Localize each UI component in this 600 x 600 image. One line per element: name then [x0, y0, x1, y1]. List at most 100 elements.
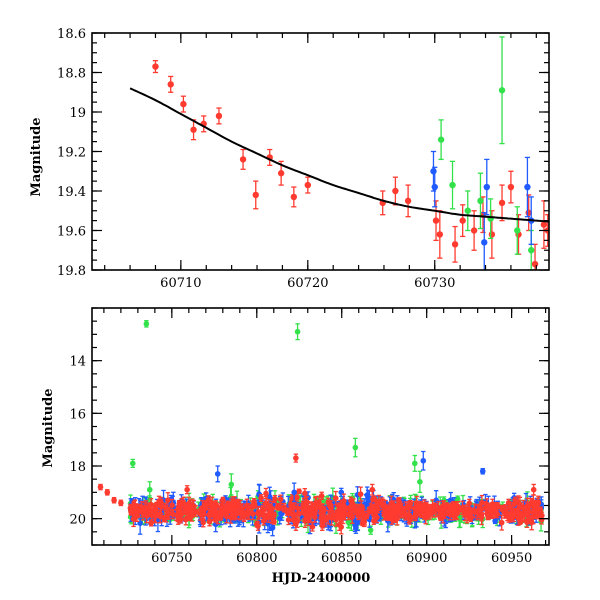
band-red-point	[258, 495, 264, 501]
bottom-data-group	[97, 319, 545, 537]
top-red-1-point	[167, 81, 174, 88]
band-red-point	[520, 504, 527, 511]
band-red-point	[372, 505, 379, 511]
band-red-point	[338, 524, 345, 530]
band-red-point	[189, 513, 195, 519]
top-blue-1-point	[431, 183, 438, 191]
top-green-0-point	[437, 136, 445, 143]
band-red-point	[446, 504, 453, 510]
top-blue-2-point	[481, 239, 488, 246]
top-red-3-point	[190, 126, 197, 133]
band-red-point	[517, 511, 524, 518]
bottom-green-5-point	[417, 479, 423, 485]
top-y-tick-label: 18.8	[57, 67, 86, 82]
top-y-tick-label: 19.8	[57, 264, 86, 279]
band-red-point	[535, 500, 541, 507]
top-red-14-point	[404, 197, 412, 205]
bottom-green-2-point	[129, 460, 136, 467]
band-red-point	[158, 503, 165, 510]
bottom-x-tick-label: 60950	[491, 551, 532, 566]
bottom-y-tick-label: 20	[69, 513, 86, 528]
band-red-point	[217, 508, 224, 514]
top-y-tick-label: 19.4	[57, 185, 86, 200]
band-red-point	[418, 507, 425, 513]
bottom-green-0-point	[143, 321, 150, 327]
top-red-13-point	[392, 187, 399, 195]
band-red-point	[328, 514, 335, 521]
bottom-y-tick-label: 14	[69, 355, 86, 370]
band-red-point	[169, 502, 175, 509]
band-red-point	[355, 513, 362, 519]
band-red-point	[360, 511, 367, 518]
band-red-point	[511, 512, 517, 519]
top-red-16-point	[436, 231, 444, 238]
bottom-red-3-point	[118, 500, 124, 506]
band-red-point	[524, 519, 530, 525]
bottom-red-6-point	[293, 455, 299, 461]
band-red-point	[187, 503, 194, 510]
band-red-point	[239, 505, 246, 512]
band-red-point	[501, 509, 507, 515]
band-red-point	[357, 491, 364, 497]
band-red-point	[498, 519, 505, 526]
band-red-point	[200, 519, 207, 526]
top-red-27-point	[540, 221, 548, 228]
top-red-23-point	[507, 183, 515, 191]
band-red-point	[169, 511, 176, 518]
top-red-15-point	[432, 217, 440, 224]
band-red-point	[319, 522, 326, 529]
band-red-point	[294, 518, 301, 524]
band-red-point	[243, 511, 250, 517]
top-red-22-point	[498, 199, 506, 207]
top-red-19-point	[470, 227, 478, 234]
band-red-point	[304, 512, 311, 518]
band-red-point	[531, 510, 537, 517]
top-x-tick-label: 60730	[414, 276, 455, 291]
band-red-point	[511, 501, 518, 507]
band-red-point	[294, 505, 301, 511]
band-red-point	[327, 502, 334, 509]
band-red-point	[381, 512, 387, 518]
band-red-point	[206, 512, 212, 518]
band-red-point	[200, 512, 206, 518]
band-red-point	[332, 495, 339, 501]
top-panel: 60710 60720 60730 18.6 18.8 19 19.2 19.4 19.6 19.…	[57, 27, 550, 291]
top-data-group	[129, 36, 549, 270]
band-red-point	[471, 508, 478, 514]
bottom-x-tick-label: 60800	[236, 551, 277, 566]
band-red-point	[406, 513, 413, 520]
bottom-green-6-point	[146, 486, 153, 493]
band-red-point	[536, 507, 543, 513]
band-red-point	[223, 508, 230, 514]
band-red-point	[280, 504, 287, 511]
band-red-point	[175, 506, 181, 513]
band-red-point	[285, 517, 292, 523]
band-red-point	[177, 517, 184, 523]
band-red-point	[263, 490, 269, 497]
band-red-point	[396, 501, 403, 508]
band-red-point	[260, 518, 267, 524]
band-red-point	[340, 502, 347, 508]
band-red-point	[183, 516, 189, 523]
bottom-green-7-point	[228, 481, 235, 488]
top-y-tick-label: 19	[69, 106, 86, 121]
bottom-x-tick-label: 60900	[406, 551, 447, 566]
bottom-panel: 60750 60800 60850 60900 60950 14 16 18 20	[69, 307, 550, 566]
bottom-blue-4-point	[364, 492, 371, 498]
band-red-point	[433, 506, 439, 513]
top-blue-0-point	[430, 168, 437, 175]
top-red-11-point	[304, 181, 312, 189]
bottom-blue-2-point	[479, 468, 486, 475]
band-red-point	[529, 499, 535, 505]
band-red-point	[302, 490, 308, 497]
band-red-point	[309, 524, 316, 530]
band-red-point	[228, 514, 234, 521]
band-red-point	[349, 500, 356, 507]
band-red-point	[539, 512, 545, 519]
band-red-point	[272, 496, 278, 502]
band-red-point	[371, 517, 377, 524]
band-red-point	[426, 511, 433, 517]
band-red-point	[421, 501, 428, 508]
top-green-3-point	[477, 197, 484, 205]
band-red-point	[263, 500, 269, 506]
